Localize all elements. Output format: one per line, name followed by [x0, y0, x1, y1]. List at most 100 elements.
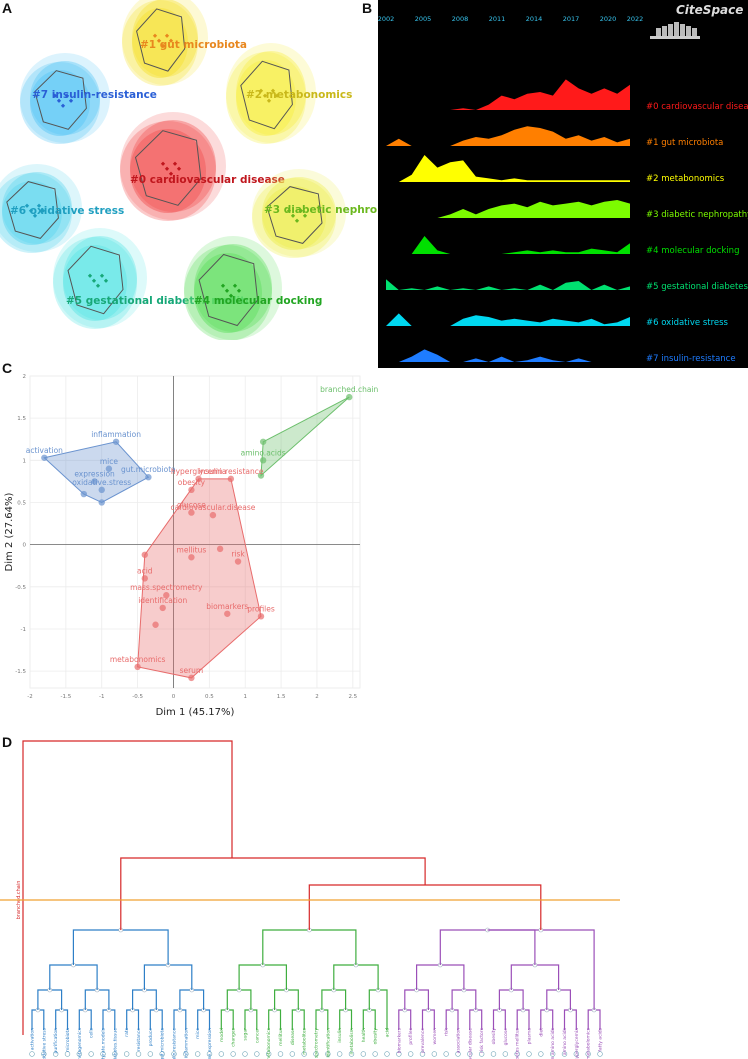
- leaf-label: mellitus: [278, 1027, 284, 1046]
- cluster-1: #7 insulin-resistance: [20, 53, 157, 144]
- dendro-link: [220, 1009, 234, 1030]
- leaf-node: [76, 1051, 83, 1057]
- x-tick-label: 1: [243, 694, 247, 700]
- data-point: [91, 478, 98, 485]
- leaf-label: profiles: [408, 1027, 414, 1044]
- dendro-link: [587, 1009, 601, 1030]
- cluster-node: [87, 273, 93, 278]
- leaf-node: [396, 1051, 402, 1057]
- leaf-node: [561, 1051, 568, 1057]
- leaf-node: [147, 1051, 154, 1057]
- leaf-label: type 2 diabetes mellitus: [515, 1027, 521, 1059]
- point-label: obesity: [178, 478, 206, 487]
- mca-factor-map: -2 -1.5 -1 -0.5 0 0.5 1 1.5 2 2.5 2 1.5 1 0.5 0 -0.5 -1 -…: [4, 374, 378, 718]
- leaf-node: [52, 1051, 59, 1057]
- cluster-node: [60, 103, 66, 108]
- cluster-node: [286, 208, 292, 213]
- data-point: [224, 610, 231, 617]
- y-tick-label: 1.5: [17, 416, 26, 422]
- cluster-label: #6 oxidative stress: [10, 205, 124, 217]
- leaf-node: [41, 1051, 47, 1057]
- point-label: serum: [180, 666, 204, 675]
- data-point: [159, 604, 166, 612]
- point-label: identification: [138, 596, 187, 605]
- leaf-node: [123, 1051, 130, 1057]
- leaf-label: association: [456, 1028, 462, 1053]
- dendro-link: [262, 929, 357, 965]
- logo-bar: [692, 28, 697, 36]
- cluster-halo: [236, 60, 296, 136]
- leaf-label: changes: [231, 1027, 237, 1047]
- leaf-label: metabolites: [302, 1027, 308, 1054]
- leaf-node: [502, 1051, 509, 1057]
- leaf-label: metabolomics: [586, 1027, 592, 1059]
- dendro-link: [321, 989, 347, 1010]
- point-label: amino.acids: [241, 448, 286, 457]
- dendro-link: [55, 1009, 69, 1030]
- stream-label: #5 gestational diabetes mellitus: [646, 282, 748, 292]
- data-point: [188, 674, 195, 682]
- leaf-node: [100, 1051, 106, 1057]
- leaf-label: insulin.resistance: [172, 1028, 178, 1059]
- leaf-node: [549, 1051, 556, 1057]
- panel-letter-a: A: [2, 0, 13, 16]
- cluster-4: #6 oxidative stress: [0, 164, 124, 253]
- leaf-label: chain amino acids: [550, 1027, 556, 1059]
- dendro-link: [197, 1009, 211, 1030]
- leaf-label: cancer: [254, 1028, 260, 1043]
- y-tick-label: 2: [23, 374, 27, 380]
- leaf-label: gut.microbiota: [160, 1028, 166, 1059]
- point-label: expression: [74, 469, 115, 478]
- x-tick-label: 2.5: [348, 694, 357, 700]
- data-point: [141, 551, 148, 558]
- dendro-link: [546, 989, 572, 1010]
- cluster-label: #0 cardiovascular disease: [130, 174, 285, 186]
- data-point: [98, 486, 105, 494]
- cluster-hull: [266, 186, 323, 244]
- cluster-hull: [34, 70, 87, 130]
- cluster-3: #0 cardiovascular disease: [120, 112, 285, 221]
- dendro-link: [362, 1009, 376, 1030]
- data-point: [112, 438, 120, 445]
- cluster-halo: [262, 186, 326, 250]
- leaf-node: [585, 1051, 591, 1057]
- leaf-label: amino acids: [562, 1027, 568, 1055]
- y-tick-label: -1.5: [15, 669, 26, 675]
- data-point: [41, 454, 48, 461]
- leaf-node: [159, 1051, 165, 1057]
- stream-area: [386, 349, 630, 362]
- data-point: [257, 472, 265, 479]
- x-tick-label: -1: [99, 694, 104, 700]
- leaf-label: health: [361, 1028, 367, 1042]
- data-point: [152, 621, 159, 628]
- leaf-node: [372, 1051, 378, 1057]
- cluster-node: [224, 288, 230, 293]
- leaf-label: microbiota: [65, 1028, 71, 1052]
- cluster-node: [290, 213, 296, 218]
- y-tick-label: -0.5: [15, 585, 26, 591]
- data-point: [259, 457, 267, 464]
- leaf-node: [242, 1051, 248, 1057]
- dendro-link: [31, 1009, 45, 1030]
- dendro-link: [308, 884, 542, 930]
- point-label: risk: [231, 550, 245, 559]
- stream-area: [386, 79, 630, 110]
- cluster-node: [302, 213, 308, 218]
- point-label: activation: [26, 446, 63, 455]
- cluster-node: [24, 203, 30, 208]
- year-label: 2011: [489, 15, 506, 23]
- leaf-node: [218, 1051, 225, 1057]
- dendro-link: [49, 964, 98, 990]
- data-point: [227, 475, 235, 483]
- leaf-node: [289, 1051, 296, 1057]
- cluster-label: #3 diabetic nephropathy: [264, 204, 378, 216]
- cluster-hull: [43, 441, 150, 504]
- data-point: [346, 393, 353, 401]
- y-tick-label: 0: [23, 543, 27, 549]
- leaf-node: [301, 1051, 307, 1057]
- stream-label: #3 diabetic nephropathy: [646, 210, 748, 220]
- leaf-label: resistance: [136, 1028, 142, 1051]
- dendro-link: [404, 989, 429, 1010]
- leaf-label: risk: [444, 1028, 450, 1036]
- x-tick-label: 1.5: [277, 694, 286, 700]
